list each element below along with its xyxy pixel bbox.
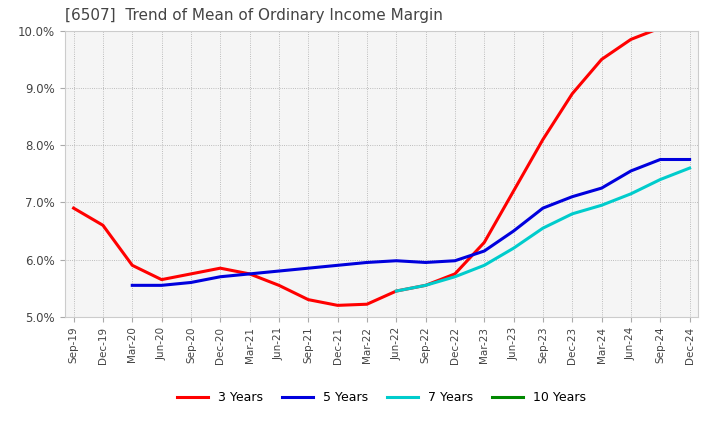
Line: 3 Years: 3 Years [73,28,660,305]
3 Years [656,25,665,30]
3 Years [128,263,137,268]
Line: 5 Years: 5 Years [132,159,690,285]
3 Years [421,282,430,288]
3 Years [480,240,489,245]
3 Years [304,297,312,302]
7 Years [539,225,547,231]
5 Years [539,205,547,211]
3 Years [539,137,547,142]
3 Years [509,188,518,194]
3 Years [216,265,225,271]
5 Years [304,265,312,271]
5 Years [128,282,137,288]
Legend: 3 Years, 5 Years, 7 Years, 10 Years: 3 Years, 5 Years, 7 Years, 10 Years [172,386,591,409]
5 Years [509,228,518,234]
3 Years [69,205,78,211]
3 Years [598,57,606,62]
3 Years [392,288,400,293]
7 Years [598,202,606,208]
3 Years [246,271,254,276]
3 Years [274,282,283,288]
5 Years [685,157,694,162]
3 Years [568,91,577,96]
3 Years [333,303,342,308]
5 Years [363,260,372,265]
Line: 7 Years: 7 Years [396,168,690,291]
5 Years [246,271,254,276]
5 Years [421,260,430,265]
7 Years [451,274,459,279]
7 Years [421,282,430,288]
5 Years [157,282,166,288]
3 Years [157,277,166,282]
3 Years [99,223,107,228]
Text: [6507]  Trend of Mean of Ordinary Income Margin: [6507] Trend of Mean of Ordinary Income … [65,7,443,23]
7 Years [509,246,518,251]
5 Years [451,258,459,264]
3 Years [363,301,372,307]
5 Years [626,168,635,173]
7 Years [480,263,489,268]
5 Years [480,248,489,253]
5 Years [598,185,606,191]
5 Years [392,258,400,264]
7 Years [626,191,635,196]
5 Years [568,194,577,199]
5 Years [274,268,283,274]
7 Years [568,211,577,216]
5 Years [333,263,342,268]
5 Years [216,274,225,279]
5 Years [656,157,665,162]
3 Years [626,37,635,42]
3 Years [451,271,459,276]
7 Years [685,165,694,171]
7 Years [656,177,665,182]
7 Years [392,288,400,293]
5 Years [186,280,195,285]
3 Years [186,271,195,276]
